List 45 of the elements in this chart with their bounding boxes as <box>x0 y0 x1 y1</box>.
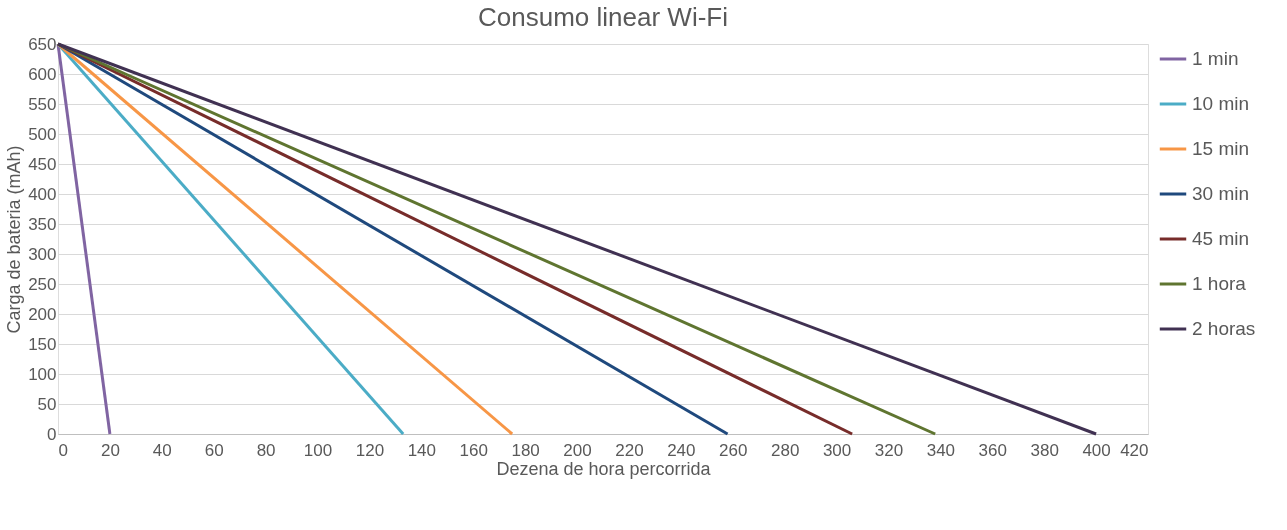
legend-label: 10 min <box>1192 93 1250 114</box>
x-tick-label: 20 <box>100 440 120 460</box>
x-tick-label: 420 <box>1120 440 1149 460</box>
y-tick-label: 450 <box>28 154 57 174</box>
x-tick-label: 260 <box>719 440 748 460</box>
y-tick-label: 300 <box>28 244 57 264</box>
legend-label: 15 min <box>1192 138 1250 159</box>
x-tick-label: 240 <box>667 440 696 460</box>
y-tick-label: 150 <box>28 334 57 354</box>
y-axis-title: Carga de bateria (mAh) <box>4 145 25 334</box>
x-tick-label: 100 <box>303 440 333 460</box>
x-tick-label: 340 <box>926 440 956 460</box>
x-tick-label: 60 <box>204 440 224 460</box>
y-tick-label: 400 <box>28 184 57 204</box>
y-tick-label: 500 <box>28 124 57 144</box>
legend-label: 45 min <box>1192 228 1250 249</box>
y-tick-label: 650 <box>28 34 57 54</box>
x-tick-label: 120 <box>355 440 385 460</box>
x-tick-label: 300 <box>822 440 852 460</box>
x-tick-label: 40 <box>152 440 172 460</box>
x-tick-label: 80 <box>256 440 276 460</box>
y-tick-label: 200 <box>28 304 57 324</box>
x-tick-label: 320 <box>874 440 904 460</box>
x-tick-label: 400 <box>1082 440 1111 460</box>
y-tick-label: 50 <box>37 394 57 414</box>
y-tick-label: 600 <box>28 64 57 84</box>
x-tick-label: 380 <box>1030 440 1059 460</box>
y-tick-label: 100 <box>28 364 57 384</box>
y-tick-label: 0 <box>47 424 57 444</box>
legend-label: 30 min <box>1192 183 1250 204</box>
x-tick-label: 360 <box>978 440 1007 460</box>
x-tick-label: 140 <box>407 440 437 460</box>
legend-label: 1 min <box>1192 48 1239 69</box>
legend-label: 2 horas <box>1192 318 1256 339</box>
x-axis-title: Dezena de hora percorrida <box>496 458 712 479</box>
chart-title: Consumo linear Wi-Fi <box>478 2 728 32</box>
x-tick-label: 200 <box>563 440 592 460</box>
x-tick-label: 280 <box>770 440 800 460</box>
x-tick-label: 220 <box>615 440 644 460</box>
y-tick-label: 250 <box>28 274 57 294</box>
legend-label: 1 hora <box>1192 273 1247 294</box>
y-tick-label: 550 <box>28 94 57 114</box>
x-tick-label: 180 <box>511 440 540 460</box>
y-tick-label: 350 <box>28 214 57 234</box>
x-tick-label: 160 <box>459 440 488 460</box>
